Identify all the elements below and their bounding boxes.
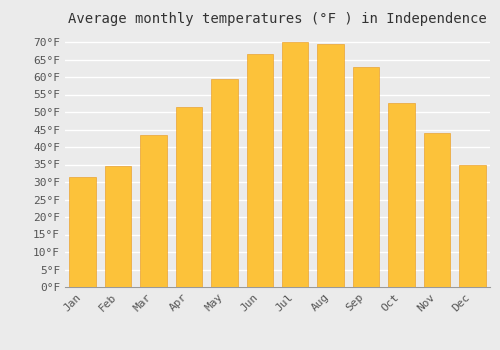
Bar [246, 54, 273, 287]
Bar [318, 44, 344, 287]
Bar [353, 66, 380, 287]
Bar [211, 79, 238, 287]
Bar [459, 164, 485, 287]
Bar [388, 103, 414, 287]
Bar [140, 135, 167, 287]
Bar [105, 166, 132, 287]
Title: Average monthly temperatures (°F ) in Independence: Average monthly temperatures (°F ) in In… [68, 12, 487, 26]
Bar [70, 177, 96, 287]
Bar [282, 42, 308, 287]
Bar [424, 133, 450, 287]
Bar [176, 107, 202, 287]
